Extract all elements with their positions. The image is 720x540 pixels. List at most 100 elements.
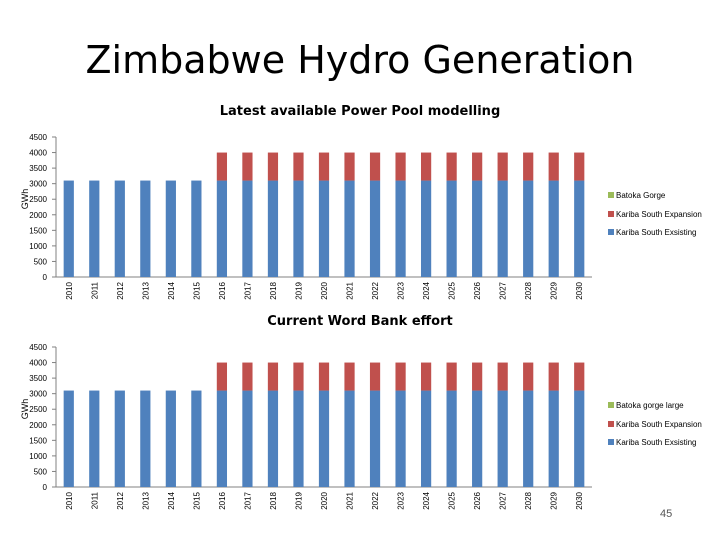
bar-0-2028 — [523, 180, 534, 277]
y-tick-label: 4000 — [29, 359, 47, 368]
legend-swatch — [608, 439, 614, 445]
x-tick-label: 2030 — [575, 491, 584, 509]
bar-1-2020 — [318, 362, 330, 391]
x-tick-label: 2029 — [550, 281, 559, 299]
y-axis-label: GWh — [20, 399, 30, 420]
bar-0-2026 — [472, 180, 483, 277]
bar-0-2030 — [574, 390, 585, 487]
bar-1-2024 — [420, 362, 432, 391]
bar-0-2017 — [242, 390, 253, 487]
bar-0-2020 — [318, 180, 330, 277]
bar-1-2021 — [344, 362, 355, 391]
x-tick-label: 2025 — [448, 491, 457, 509]
bar-1-2019 — [293, 152, 304, 181]
x-tick-label: 2020 — [320, 281, 329, 299]
legend-swatch — [608, 229, 614, 235]
bar-1-2027 — [497, 152, 508, 181]
x-tick-label: 2011 — [90, 491, 99, 509]
bar-1-2029 — [548, 152, 559, 181]
bar-0-2023 — [395, 180, 406, 277]
bar-0-2027 — [497, 390, 508, 487]
bar-0-2013 — [140, 180, 151, 277]
x-tick-label: 2010 — [65, 491, 74, 509]
legend-label: Batoka Gorge — [616, 191, 666, 200]
bar-1-2017 — [242, 152, 253, 181]
bar-0-2015 — [191, 180, 202, 277]
y-tick-label: 3000 — [29, 390, 47, 399]
y-tick-label: 4500 — [29, 133, 47, 142]
bar-1-2021 — [344, 152, 355, 181]
x-tick-label: 2026 — [473, 491, 482, 509]
bar-0-2026 — [472, 390, 483, 487]
bar-0-2030 — [574, 180, 585, 277]
bar-0-2022 — [369, 390, 381, 487]
x-tick-label: 2015 — [192, 281, 201, 299]
bar-1-2023 — [395, 362, 406, 391]
y-tick-label: 2000 — [29, 211, 47, 220]
x-tick-label: 2024 — [422, 491, 431, 509]
x-tick-label: 2021 — [346, 281, 355, 299]
chart-title-power-pool: Latest available Power Pool modelling — [219, 104, 501, 119]
bar-0-2023 — [395, 390, 406, 487]
bar-1-2026 — [472, 152, 483, 181]
y-tick-label: 3500 — [29, 374, 47, 383]
x-tick-label: 2022 — [371, 491, 380, 509]
bar-0-2024 — [420, 390, 432, 487]
y-tick-label: 1500 — [29, 226, 47, 235]
bar-0-2025 — [446, 180, 457, 277]
y-tick-label: 1000 — [29, 452, 47, 461]
bar-1-2028 — [523, 152, 534, 181]
x-tick-label: 2027 — [499, 491, 508, 509]
y-axis-label: GWh — [20, 189, 30, 210]
x-tick-label: 2013 — [141, 491, 150, 509]
bar-0-2028 — [523, 390, 534, 487]
x-tick-label: 2026 — [473, 281, 482, 299]
bar-1-2018 — [267, 152, 279, 181]
bar-0-2027 — [497, 180, 508, 277]
y-tick-label: 3000 — [29, 180, 47, 189]
x-tick-label: 2014 — [167, 281, 176, 299]
y-tick-label: 3500 — [29, 164, 47, 173]
x-tick-label: 2027 — [499, 281, 508, 299]
x-tick-label: 2014 — [167, 491, 176, 509]
bar-1-2020 — [318, 152, 330, 181]
x-tick-label: 2016 — [218, 281, 227, 299]
x-tick-label: 2016 — [218, 491, 227, 509]
bar-0-2016 — [216, 390, 228, 487]
y-tick-label: 1000 — [29, 242, 47, 251]
bar-0-2025 — [446, 390, 457, 487]
x-tick-label: 2025 — [448, 281, 457, 299]
x-tick-label: 2019 — [294, 281, 303, 299]
y-tick-label: 500 — [34, 257, 48, 266]
x-tick-label: 2017 — [243, 491, 252, 509]
chart-title-world-bank: Current Word Bank effort — [267, 314, 453, 329]
x-tick-label: 2013 — [141, 281, 150, 299]
bar-0-2012 — [114, 390, 125, 487]
x-tick-label: 2018 — [269, 491, 278, 509]
bar-0-2014 — [165, 390, 176, 487]
bar-0-2011 — [89, 180, 100, 277]
x-tick-label: 2010 — [65, 281, 74, 299]
bar-1-2022 — [369, 362, 381, 391]
x-tick-label: 2028 — [524, 491, 533, 509]
legend-label: Batoka gorge large — [616, 401, 684, 410]
bar-1-2016 — [216, 362, 228, 391]
x-tick-label: 2023 — [397, 491, 406, 509]
bar-0-2012 — [114, 180, 125, 277]
legend-swatch — [608, 402, 614, 408]
x-tick-label: 2018 — [269, 281, 278, 299]
bar-1-2027 — [497, 362, 508, 391]
bar-0-2010 — [63, 180, 74, 277]
bar-1-2022 — [369, 152, 381, 181]
legend-swatch — [608, 211, 614, 217]
legend-label: Kariba South Expansion — [616, 210, 702, 219]
x-tick-label: 2019 — [294, 491, 303, 509]
legend-swatch — [608, 192, 614, 198]
bar-1-2025 — [446, 362, 457, 391]
bar-1-2030 — [574, 362, 585, 391]
bar-0-2019 — [293, 180, 304, 277]
bar-0-2020 — [318, 390, 330, 487]
bar-1-2024 — [420, 152, 432, 181]
x-tick-label: 2021 — [346, 491, 355, 509]
bar-0-2014 — [165, 180, 176, 277]
